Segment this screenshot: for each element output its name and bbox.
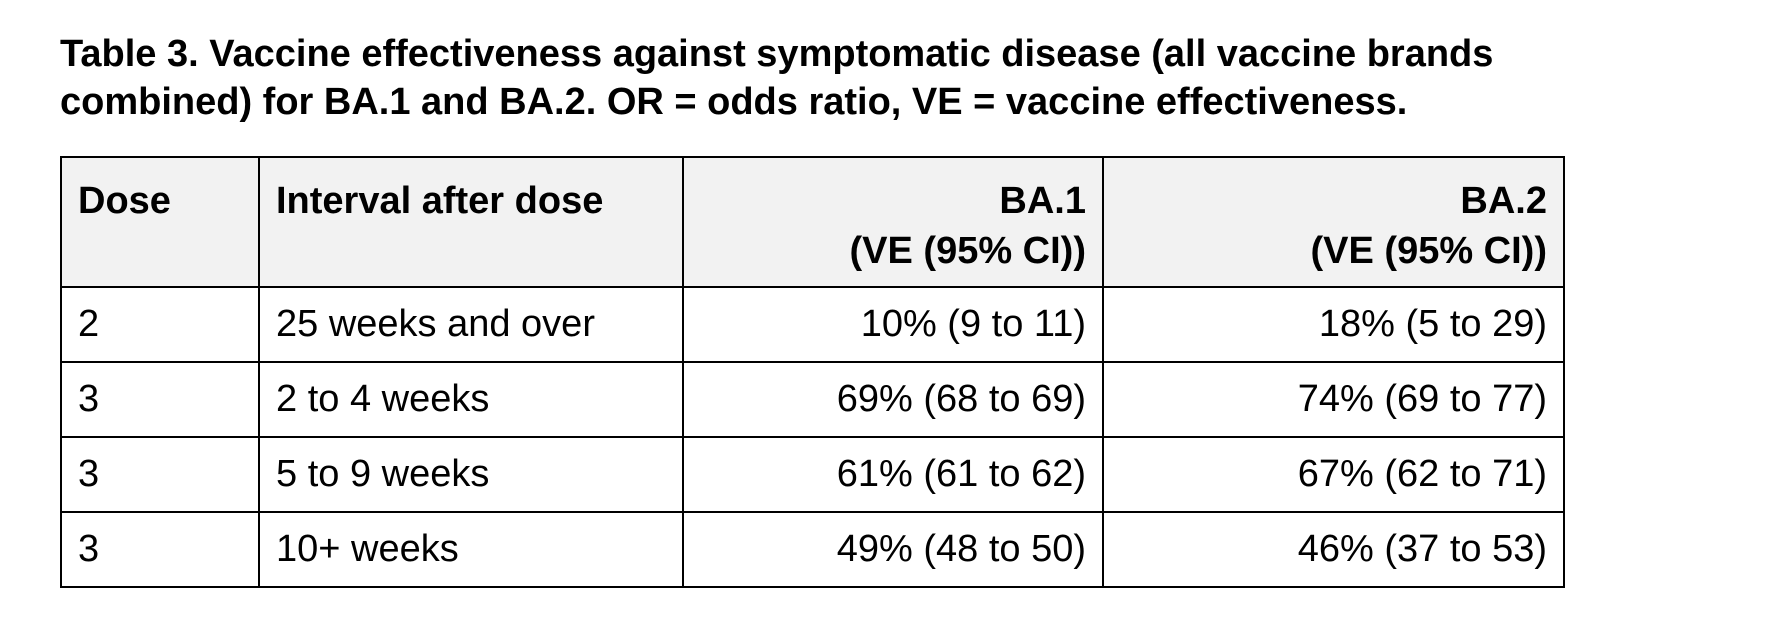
cell-interval: 5 to 9 weeks	[258, 436, 684, 513]
cell-ba1: 10% (9 to 11)	[682, 286, 1104, 363]
cell-interval: 2 to 4 weeks	[258, 361, 684, 438]
header-dose: Dose	[60, 156, 260, 288]
table-row: 3 2 to 4 weeks 69% (68 to 69) 74% (69 to…	[60, 361, 1565, 438]
caption-line-1: Table 3. Vaccine effectiveness against s…	[60, 33, 1494, 75]
table-body: 2 25 weeks and over 10% (9 to 11) 18% (5…	[60, 286, 1565, 588]
cell-dose: 3	[60, 511, 260, 588]
cell-ba2: 46% (37 to 53)	[1102, 511, 1565, 588]
table-caption: Table 3. Vaccine effectiveness against s…	[60, 30, 1760, 126]
header-row: Dose Interval after dose BA.1 (VE (95% C…	[60, 156, 1565, 288]
cell-interval: 10+ weeks	[258, 511, 684, 588]
cell-ba2: 74% (69 to 77)	[1102, 361, 1565, 438]
header-ba1: BA.1 (VE (95% CI))	[682, 156, 1104, 288]
header-ba2-subtitle: (VE (95% CI))	[1310, 230, 1547, 272]
cell-dose: 3	[60, 361, 260, 438]
cell-ba2: 18% (5 to 29)	[1102, 286, 1565, 363]
caption-line-2: combined) for BA.1 and BA.2. OR = odds r…	[60, 81, 1408, 123]
header-interval: Interval after dose	[258, 156, 684, 288]
cell-interval: 25 weeks and over	[258, 286, 684, 363]
header-ba1-subtitle: (VE (95% CI))	[849, 230, 1086, 272]
table-row: 3 5 to 9 weeks 61% (61 to 62) 67% (62 to…	[60, 436, 1565, 513]
table-row: 2 25 weeks and over 10% (9 to 11) 18% (5…	[60, 286, 1565, 363]
cell-ba1: 69% (68 to 69)	[682, 361, 1104, 438]
cell-ba1: 61% (61 to 62)	[682, 436, 1104, 513]
cell-dose: 2	[60, 286, 260, 363]
vaccine-effectiveness-table: Dose Interval after dose BA.1 (VE (95% C…	[60, 156, 1565, 588]
header-ba2-title: BA.2	[1460, 180, 1547, 222]
header-ba1-title: BA.1	[999, 180, 1086, 222]
header-ba2: BA.2 (VE (95% CI))	[1102, 156, 1565, 288]
table-row: 3 10+ weeks 49% (48 to 50) 46% (37 to 53…	[60, 511, 1565, 588]
cell-dose: 3	[60, 436, 260, 513]
cell-ba2: 67% (62 to 71)	[1102, 436, 1565, 513]
cell-ba1: 49% (48 to 50)	[682, 511, 1104, 588]
table-header: Dose Interval after dose BA.1 (VE (95% C…	[60, 156, 1565, 288]
